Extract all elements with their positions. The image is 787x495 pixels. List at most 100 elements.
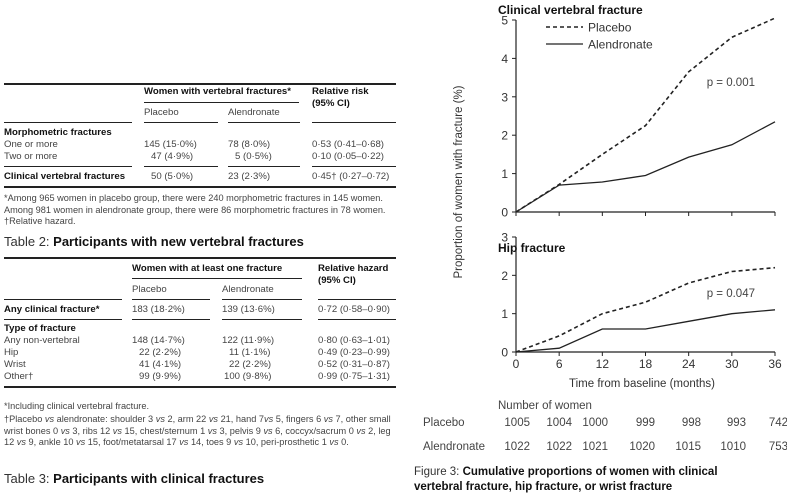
x-tick-label: 18 (639, 357, 653, 371)
count-alendronate: 1010 (720, 441, 746, 453)
p-value-annotation: p = 0.047 (707, 288, 755, 300)
header-rule (144, 122, 218, 123)
row-rule (4, 319, 122, 320)
vs-abbrev: vs (208, 414, 219, 424)
row-rh: 0·99 (0·75–1·31) (318, 371, 390, 382)
header-rule (222, 299, 302, 300)
header-rule (318, 299, 396, 300)
row-label: One or more (4, 139, 58, 150)
panel-title: Clinical vertebral fracture (498, 3, 643, 17)
row-rule (312, 166, 396, 167)
row-alendronate: 100 (9·8%) (224, 371, 272, 382)
row-label: Any non-vertebral (4, 335, 80, 346)
header-rule (228, 122, 300, 123)
header-rr-2: (95% CI) (312, 98, 350, 109)
row-rh: 0·49 (0·23–0·99) (318, 347, 390, 358)
section-morphometric: Morphometric fractures (4, 127, 112, 138)
table-2-caption: Table 2: Participants with new vertebral… (4, 234, 304, 249)
y-tick-label: 0 (501, 206, 508, 220)
header-group: Women with vertebral fractures* (144, 86, 291, 97)
header-rh-2: (95% CI) (318, 275, 356, 286)
vs-abbrev: vs (329, 437, 339, 448)
row-rule (228, 166, 300, 167)
row-rh: 0·52 (0·31–0·87) (318, 359, 390, 370)
caption-line-1: Cumulative proportions of women with cli… (462, 466, 718, 478)
vs-abbrev: vs (233, 437, 244, 448)
row-alendronate: 23 (2·3%) (228, 171, 271, 182)
series-line-placebo (515, 266, 776, 353)
number-of-women-table: Number of women Placebo Alendronate 1005… (410, 400, 787, 464)
count-alendronate: 1022 (504, 441, 530, 453)
row-rule (132, 319, 210, 320)
vs-abbrev: vs (76, 437, 86, 448)
vs-abbrev: vs (112, 425, 122, 436)
row-alendronate: 22 (2·2%) (229, 359, 272, 370)
row-rule (318, 319, 396, 320)
legend-label-alendronate: Alendronate (588, 38, 653, 52)
row-alendronate: 139 (13·6%) (222, 304, 275, 315)
caption-prefix: Figure 3: (414, 466, 463, 478)
row-placebo: 99 (9·9%) (139, 371, 182, 382)
y-tick-label: 2 (501, 129, 508, 143)
group-rule (144, 102, 299, 103)
table-bottom-rule (4, 386, 396, 388)
y-tick-label: 1 (501, 307, 508, 321)
row-alendronate: 78 (8·0%) (228, 139, 271, 150)
table-3-footnote-2: †Placebo vs alendronate: shoulder 3 vs 2… (4, 414, 391, 448)
legend-label-placebo: Placebo (588, 21, 632, 35)
row-placebo: 22 (2·2%) (139, 347, 182, 358)
vs-abbrev: vs (264, 414, 274, 424)
y-tick-label: 3 (501, 231, 508, 245)
y-axis-label: Proportion of women with fracture (%) (453, 85, 465, 278)
x-tick-label: 36 (768, 357, 782, 371)
header-placebo: Placebo (132, 284, 167, 295)
row-label-placebo: Placebo (423, 417, 465, 429)
vs-abbrev: vs (263, 425, 273, 436)
p-value-annotation: p = 0.001 (707, 77, 755, 89)
vs-abbrev: vs (16, 437, 26, 448)
row-label: Hip (4, 347, 19, 358)
y-tick-label: 5 (501, 14, 508, 28)
row-rr: 0·10 (0·05–0·22) (312, 151, 384, 162)
count-alendronate: 1015 (675, 441, 701, 453)
count-placebo: 742 (768, 417, 787, 429)
header-placebo: Placebo (144, 107, 179, 118)
row-label: Two or more (4, 151, 58, 162)
table-3: Women with at least one fracture Relativ… (4, 254, 396, 406)
count-alendronate: 753 (768, 441, 787, 453)
count-placebo: 1004 (546, 417, 572, 429)
table-3-footnote-1: *Including clinical vertebral fracture. (4, 401, 150, 411)
y-tick-label: 3 (501, 90, 508, 104)
count-placebo: 999 (635, 417, 655, 429)
vs-abbrev: vs (356, 425, 366, 436)
header-rule (132, 299, 210, 300)
row-rr: 0·53 (0·41–0·68) (312, 139, 384, 150)
caption-prefix: Table 2: (4, 234, 54, 249)
figure-3-caption: Figure 3: Cumulative proportions of wome… (414, 465, 718, 495)
row-placebo: 47 (4·9%) (151, 151, 194, 162)
series-line-alendronate (515, 309, 776, 353)
row-alendronate: 5 (0·5%) (235, 151, 272, 162)
series-line-placebo (515, 17, 776, 213)
table-3-caption: Table 3: Participants with clinical frac… (4, 471, 264, 486)
caption-prefix: Table 3: (4, 471, 54, 486)
row-label: Wrist (4, 359, 26, 370)
count-placebo: 1005 (504, 417, 530, 429)
row-rh: 0·72 (0·58–0·90) (318, 304, 390, 315)
number-header: Number of women (498, 400, 592, 412)
count-alendronate: 1020 (629, 441, 655, 453)
x-tick-label: 0 (513, 357, 520, 371)
section-type: Type of fracture (4, 323, 76, 334)
table-2-footnote: *Among 965 women in placebo group, there… (4, 193, 386, 227)
vs-abbrev: vs (60, 425, 70, 436)
x-tick-label: 6 (556, 357, 563, 371)
caption-line-2: vertebral fracture, hip fracture, or wri… (414, 481, 673, 493)
group-rule (132, 278, 302, 279)
y-tick-label: 4 (501, 52, 508, 66)
header-group: Women with at least one fracture (132, 263, 283, 274)
row-placebo: 145 (15·0%) (144, 139, 197, 150)
header-rh-1: Relative hazard (318, 263, 389, 274)
table-2: Women with vertebral fractures* Relative… (4, 80, 396, 192)
figure-3-chart: Proportion of women with fracture (%) Cl… (453, 3, 782, 390)
